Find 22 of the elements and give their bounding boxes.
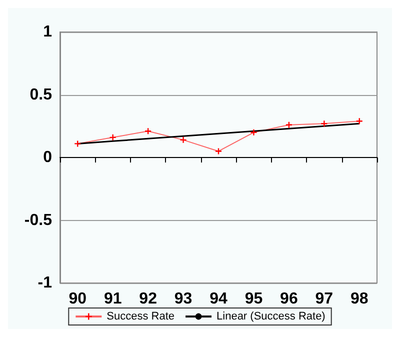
x-tick-label: 90: [68, 290, 87, 308]
x-tick-label: 96: [280, 290, 298, 308]
point: [180, 136, 186, 143]
x-tick-label: 98: [350, 290, 368, 308]
point: [74, 140, 81, 147]
x-tick-label: 97: [315, 290, 334, 308]
y-tick-label: 1: [43, 24, 52, 40]
x-tick-label: 94: [210, 290, 228, 308]
point: [216, 148, 222, 154]
point: [250, 129, 257, 136]
x-tick-label: 95: [244, 290, 263, 308]
x-tick-label: 91: [104, 290, 122, 308]
y-tick-label: 0.5: [30, 86, 52, 104]
x-tick-label: 93: [174, 290, 192, 308]
point: [110, 134, 116, 140]
legend-label: Linear (Success Rate): [216, 310, 326, 322]
x-tick-label: 92: [139, 290, 158, 308]
legend-label: Success Rate: [106, 310, 175, 322]
point: [321, 120, 328, 127]
y-tick-label: 0: [43, 149, 52, 166]
y-tick-label: -0.5: [24, 212, 52, 229]
y-tick-label: -1: [38, 274, 52, 292]
